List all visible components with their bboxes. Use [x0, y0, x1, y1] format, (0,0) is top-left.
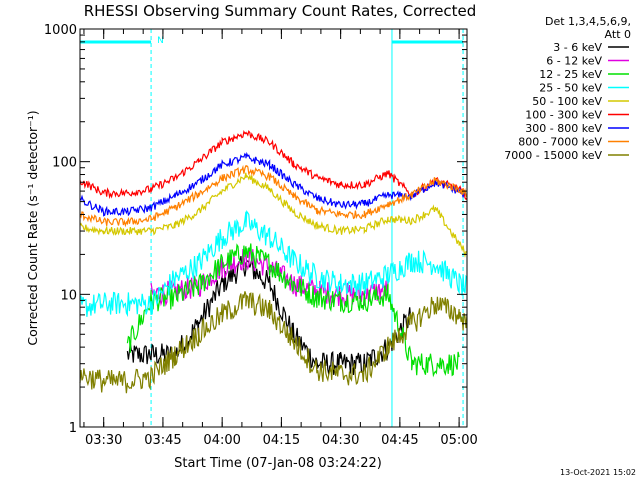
detector-info-line-2: Att 0	[605, 28, 631, 41]
x-tick-label: 04:30	[322, 433, 359, 448]
y-tick-label: 100	[52, 156, 77, 171]
y-axis-label: Corrected Count Rate (s⁻¹ detector⁻¹)	[25, 110, 40, 345]
x-tick-label: 04:15	[263, 433, 300, 448]
x-tick-label: 05:00	[440, 433, 477, 448]
series-line-8-seg-0	[79, 291, 468, 394]
legend-label: 12 - 25 keV	[539, 68, 602, 81]
chart-title: RHESSI Observing Summary Count Rates, Co…	[84, 2, 477, 20]
x-tick-label: 03:45	[144, 433, 181, 448]
x-tick-label: 04:00	[203, 433, 240, 448]
y-tick-label: 1	[69, 421, 77, 436]
x-axis: 03:30 03:45 04:00 04:15 04:30 04:45 05:00	[83, 29, 478, 448]
x-tick-label: 04:45	[381, 433, 418, 448]
night-indicator-layer: N	[80, 29, 464, 427]
y-axis: 1 10 100 1000	[44, 23, 467, 436]
detector-info-line-1: Det 1,3,4,5,6,9,	[545, 15, 631, 28]
night-marker-label: N	[157, 36, 164, 46]
series-line-2-seg-0	[126, 243, 460, 378]
series-layer	[79, 130, 468, 394]
legend-label: 3 - 6 keV	[553, 41, 602, 54]
series-line-3-seg-0	[79, 210, 468, 318]
series-line-7-seg-0	[79, 164, 468, 228]
x-tick-label: 03:30	[85, 433, 122, 448]
legend-label: 300 - 800 keV	[525, 122, 602, 135]
footer-date: 13-Oct-2021 15:02	[560, 468, 636, 477]
legend-label: 6 - 12 keV	[546, 55, 602, 68]
y-tick-label: 1000	[44, 23, 77, 38]
x-axis-label: Start Time (07-Jan-08 03:24:22)	[174, 456, 382, 471]
plot-frame	[79, 28, 468, 428]
y-tick-label: 10	[60, 288, 77, 303]
legend-label: 100 - 300 keV	[525, 109, 602, 122]
series-line-4-seg-0	[79, 172, 468, 258]
legend-label: 7000 - 15000 keV	[504, 149, 602, 162]
series-line-5-seg-0	[79, 130, 468, 201]
legend-label: 800 - 7000 keV	[518, 136, 602, 149]
legend-label: 25 - 50 keV	[539, 82, 602, 95]
legend-label: 50 - 100 keV	[532, 95, 602, 108]
